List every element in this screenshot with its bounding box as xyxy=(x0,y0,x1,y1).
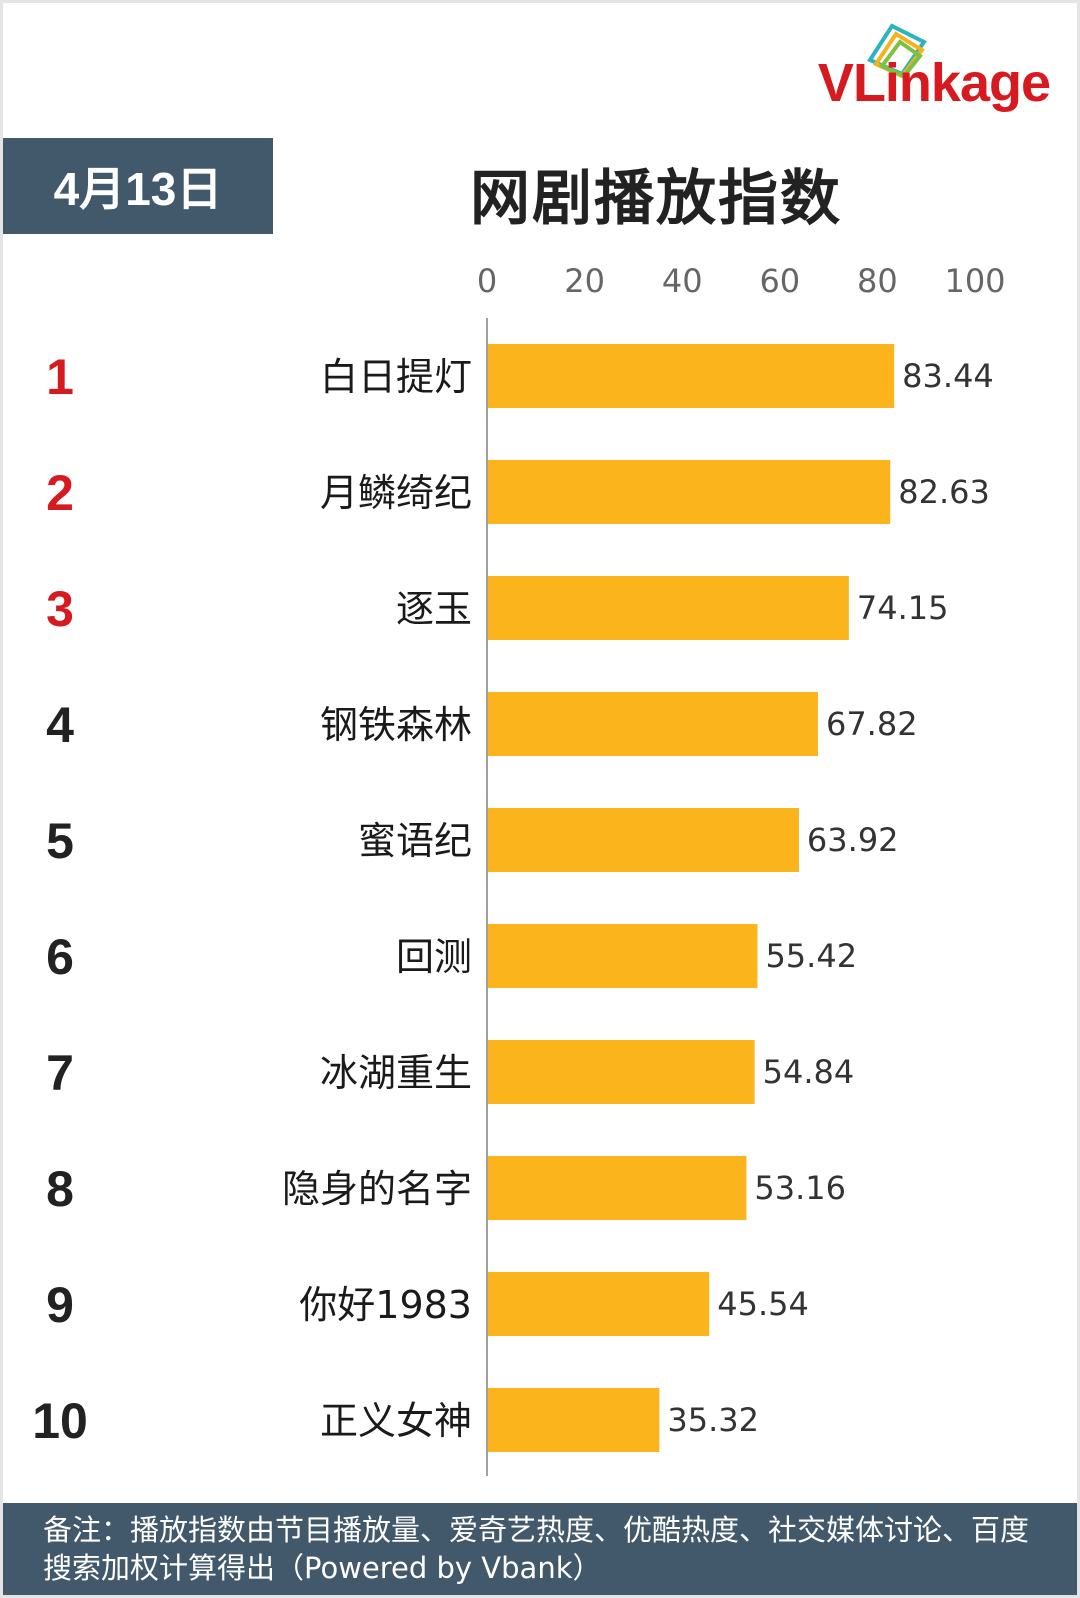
value-label: 67.82 xyxy=(826,705,918,743)
rank-number: 4 xyxy=(46,697,74,753)
category-label: 隐身的名字 xyxy=(282,1167,472,1211)
brand-logo: VLinkage xyxy=(800,20,1051,120)
value-label: 83.44 xyxy=(902,357,994,395)
value-label: 45.54 xyxy=(717,1285,809,1323)
bar xyxy=(488,1156,747,1220)
bar xyxy=(488,808,799,872)
rank-number: 6 xyxy=(46,929,74,985)
rank-number: 7 xyxy=(46,1045,74,1101)
x-tick-label: 100 xyxy=(944,262,1005,300)
value-label: 35.32 xyxy=(667,1401,759,1439)
bar xyxy=(488,344,895,408)
x-tick-label: 60 xyxy=(759,262,800,300)
chart-title: 网剧播放指数 xyxy=(470,164,842,234)
rank-number: 3 xyxy=(46,581,74,637)
value-label: 82.63 xyxy=(898,473,990,511)
x-tick-label: 40 xyxy=(662,262,703,300)
category-label: 白日提灯 xyxy=(320,355,472,399)
rank-number: 5 xyxy=(46,813,74,869)
value-label: 53.16 xyxy=(754,1169,846,1207)
logo-text: VLinkage xyxy=(817,53,1051,113)
category-label: 蜜语纪 xyxy=(358,819,472,863)
bar xyxy=(488,692,818,756)
value-label: 54.84 xyxy=(763,1053,855,1091)
category-label: 逐玉 xyxy=(396,587,472,631)
bar xyxy=(488,1040,755,1104)
rank-number: 2 xyxy=(46,465,74,521)
category-label: 月鳞绮纪 xyxy=(320,471,472,515)
bar xyxy=(488,1272,710,1336)
bar xyxy=(488,576,849,640)
bar xyxy=(488,460,891,524)
x-tick-label: 80 xyxy=(857,262,898,300)
rank-number: 1 xyxy=(46,349,74,405)
logo-emblem-icon xyxy=(867,23,927,79)
category-label: 冰湖重生 xyxy=(320,1051,472,1095)
bar xyxy=(488,1388,660,1452)
x-tick-label: 20 xyxy=(564,262,605,300)
value-label: 63.92 xyxy=(807,821,899,859)
category-label: 钢铁森林 xyxy=(320,703,472,747)
category-label: 回测 xyxy=(396,935,472,979)
date-badge: 4月13日 xyxy=(3,138,273,234)
footnote: 备注：播放指数由节目播放量、爱奇艺热度、优酷热度、社交媒体讨论、百度搜索加权计算… xyxy=(3,1503,1077,1595)
value-label: 55.42 xyxy=(765,937,857,975)
value-label: 74.15 xyxy=(857,589,949,627)
rank-number: 10 xyxy=(32,1393,88,1449)
x-tick-label: 0 xyxy=(477,262,497,300)
rank-number: 8 xyxy=(46,1161,74,1217)
rank-number: 9 xyxy=(46,1277,74,1333)
category-label: 正义女神 xyxy=(320,1399,472,1443)
category-label: 你好1983 xyxy=(299,1283,472,1327)
bar xyxy=(488,924,758,988)
